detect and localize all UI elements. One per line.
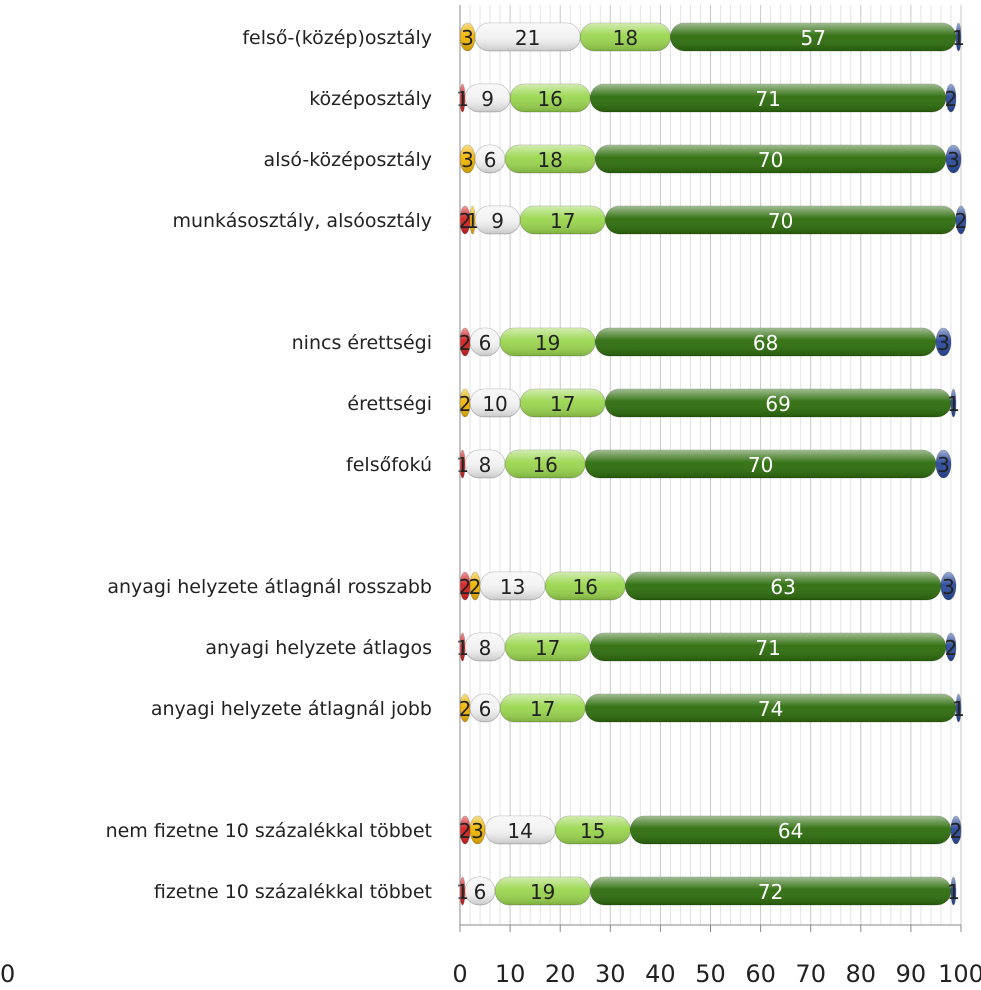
data-label: 3 <box>461 148 474 172</box>
data-label: 8 <box>479 453 492 477</box>
x-tick-label: 60 <box>745 960 776 988</box>
data-label: 70 <box>768 209 793 233</box>
data-label: 2 <box>950 819 963 843</box>
x-tick-label: 80 <box>846 960 877 988</box>
data-label: 21 <box>515 26 540 50</box>
data-label: 3 <box>947 148 960 172</box>
data-label: 18 <box>537 148 562 172</box>
data-label: 15 <box>580 819 605 843</box>
category-label: anyagi helyzete átlagnál jobb <box>151 698 432 720</box>
data-label: 16 <box>573 575 598 599</box>
category-label: nem fizetne 10 százalékkal többet <box>106 820 432 842</box>
data-label: 6 <box>484 148 497 172</box>
data-label: 6 <box>479 697 492 721</box>
x-tick-label: 100 <box>938 960 981 988</box>
data-label: 2 <box>469 575 482 599</box>
data-label: 68 <box>753 331 778 355</box>
data-label: 9 <box>481 87 494 111</box>
data-label: 6 <box>474 880 487 904</box>
data-label: 1 <box>952 697 965 721</box>
x-tick-label: 20 <box>545 960 576 988</box>
data-label: 2 <box>945 87 958 111</box>
data-label: 18 <box>613 26 638 50</box>
data-label: 2 <box>955 209 968 233</box>
data-label: 10 <box>482 392 507 416</box>
data-label: 70 <box>748 453 773 477</box>
category-label: középosztály <box>309 88 432 110</box>
data-label: 69 <box>765 392 790 416</box>
data-label: 57 <box>800 26 825 50</box>
x-tick-label: 10 <box>495 960 526 988</box>
category-label: érettségi <box>347 393 432 415</box>
data-label: 17 <box>550 392 575 416</box>
data-label: 3 <box>461 26 474 50</box>
data-label: 1 <box>952 26 965 50</box>
data-label: 2 <box>945 636 958 660</box>
data-label: 1 <box>947 392 960 416</box>
data-label: 3 <box>471 819 484 843</box>
data-label: 3 <box>937 331 950 355</box>
data-label: 19 <box>530 880 555 904</box>
data-label: 16 <box>537 87 562 111</box>
data-label: 72 <box>758 880 783 904</box>
category-label: fizetne 10 százalékkal többet <box>154 881 432 903</box>
category-label: anyagi helyzete átlagos <box>205 637 432 659</box>
x-tick-label: 40 <box>645 960 676 988</box>
category-label: munkásosztály, alsóosztály <box>172 210 432 232</box>
data-label: 2 <box>459 392 472 416</box>
data-label: 74 <box>758 697 783 721</box>
data-label: 3 <box>942 575 955 599</box>
x-tick-label: 30 <box>595 960 626 988</box>
stray-tick-label: 0 <box>0 960 15 988</box>
data-label: 16 <box>532 453 557 477</box>
data-label: 3 <box>937 453 950 477</box>
data-label: 14 <box>507 819 532 843</box>
category-label: anyagi helyzete átlagnál rosszabb <box>107 576 432 598</box>
data-label: 13 <box>500 575 525 599</box>
data-label: 70 <box>758 148 783 172</box>
data-label: 71 <box>755 636 780 660</box>
data-label: 71 <box>755 87 780 111</box>
data-label: 2 <box>459 697 472 721</box>
data-label: 2 <box>459 331 472 355</box>
data-label: 6 <box>479 331 492 355</box>
data-label: 9 <box>491 209 504 233</box>
data-label: 19 <box>535 331 560 355</box>
x-tick-label: 70 <box>795 960 826 988</box>
x-tick-label: 50 <box>695 960 726 988</box>
category-label: nincs érettségi <box>292 332 432 354</box>
data-label: 17 <box>530 697 555 721</box>
category-label: felső-(közép)osztály <box>242 27 432 49</box>
category-label: felsőfokú <box>346 454 432 476</box>
x-tick-label: 0 <box>452 960 467 988</box>
category-labels: felső-(közép)osztály középosztály alsó-köz… <box>106 27 432 903</box>
data-label: 2 <box>459 819 472 843</box>
data-label: 8 <box>479 636 492 660</box>
data-label: 17 <box>550 209 575 233</box>
data-label: 64 <box>778 819 803 843</box>
data-label: 1 <box>947 880 960 904</box>
data-label: 63 <box>770 575 795 599</box>
x-tick-label: 90 <box>896 960 927 988</box>
data-label: 17 <box>535 636 560 660</box>
category-label: alsó-középosztály <box>264 149 432 171</box>
